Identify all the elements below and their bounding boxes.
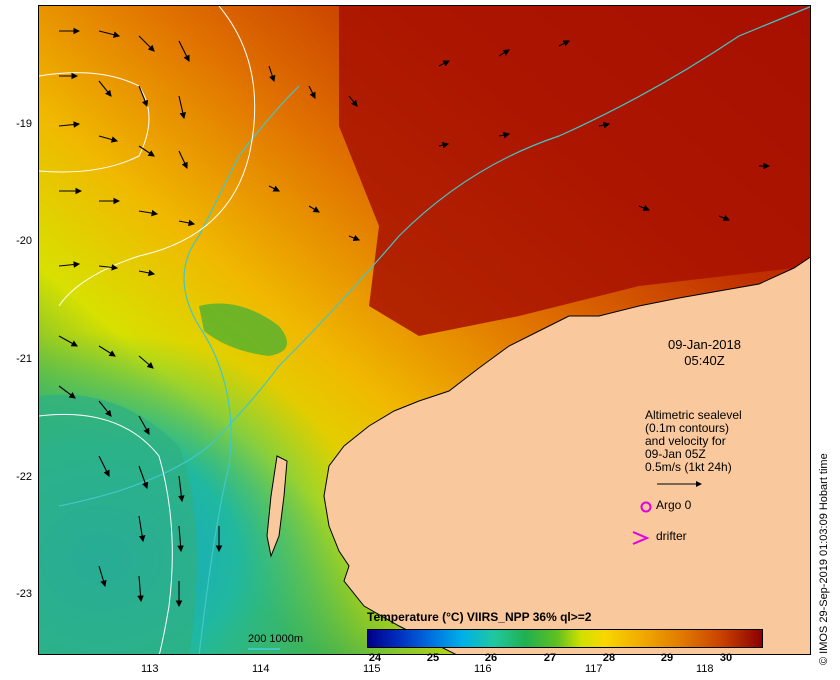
sealevel-contour-3 (58, 6, 256, 307)
time-label: 05:40Z (684, 353, 725, 368)
colorbar-tick: 24 (368, 652, 382, 664)
ytick-label: -22 (16, 471, 32, 483)
legend-line: and velocity for (645, 434, 726, 448)
argo-label: Argo 0 (656, 498, 692, 512)
map-canvas (39, 6, 810, 654)
colorbar-tick: 25 (426, 652, 440, 664)
legend-line: Altimetric sealevel (645, 408, 742, 422)
velocity-legend: Altimetric sealevel (0.1m contours) and … (645, 409, 785, 474)
colorbar-tick: 26 (484, 652, 498, 664)
xtick-label: 115 (363, 663, 381, 675)
xtick-label: 113 (141, 663, 159, 675)
ytick-label: -21 (16, 353, 32, 365)
legend-line: (0.1m contours) (645, 421, 730, 435)
cool-patch-south (39, 394, 198, 654)
contour-key-line (248, 648, 280, 650)
north-west-cape (266, 455, 288, 558)
drifter-label: drifter (656, 529, 687, 543)
sealevel-contour-2 (39, 413, 173, 654)
colorbar-tick: 29 (660, 652, 674, 664)
legend-line: 09-Jan 05Z (645, 447, 706, 461)
argo-legend: Argo 0 (640, 499, 691, 512)
contour-key-label: 200 1000m (248, 633, 304, 645)
xtick-label: 117 (585, 663, 603, 675)
warm-water-region (339, 6, 810, 336)
velocity-vectors (58, 27, 771, 608)
colorbar-tick: 28 (602, 652, 616, 664)
xtick-label: 116 (474, 663, 492, 675)
bathymetry-200m (58, 6, 810, 507)
date-label: 09-Jan-2018 (668, 337, 741, 352)
xtick-label: 118 (696, 663, 714, 675)
xtick-label: 114 (252, 663, 270, 675)
bathymetry-1000m (183, 85, 300, 654)
colorbar-title: Temperature (°C) VIIRS_NPP 36% ql>=2 (367, 610, 592, 624)
colorbar-tick: 30 (719, 652, 733, 664)
sealevel-contour-1 (39, 72, 150, 173)
ytick-label: -19 (16, 118, 32, 130)
legend-line: 0.5m/s (1kt 24h) (645, 460, 732, 474)
land-mass (323, 256, 810, 654)
ytick-label: -20 (16, 235, 32, 247)
colorbar-tick: 27 (543, 652, 557, 664)
sst-map (38, 5, 811, 655)
cool-patch-center (199, 303, 287, 356)
ytick-label: -23 (16, 588, 32, 600)
drifter-marker (632, 531, 650, 545)
timestamp: 09-Jan-2018 05:40Z (668, 337, 741, 369)
temperature-colorbar (367, 629, 763, 648)
argo-marker (640, 501, 652, 513)
credit-text: © IMOS 29-Sep-2019 01:03:09 Hobart time (818, 453, 830, 665)
drifter-legend: drifter (656, 530, 687, 543)
